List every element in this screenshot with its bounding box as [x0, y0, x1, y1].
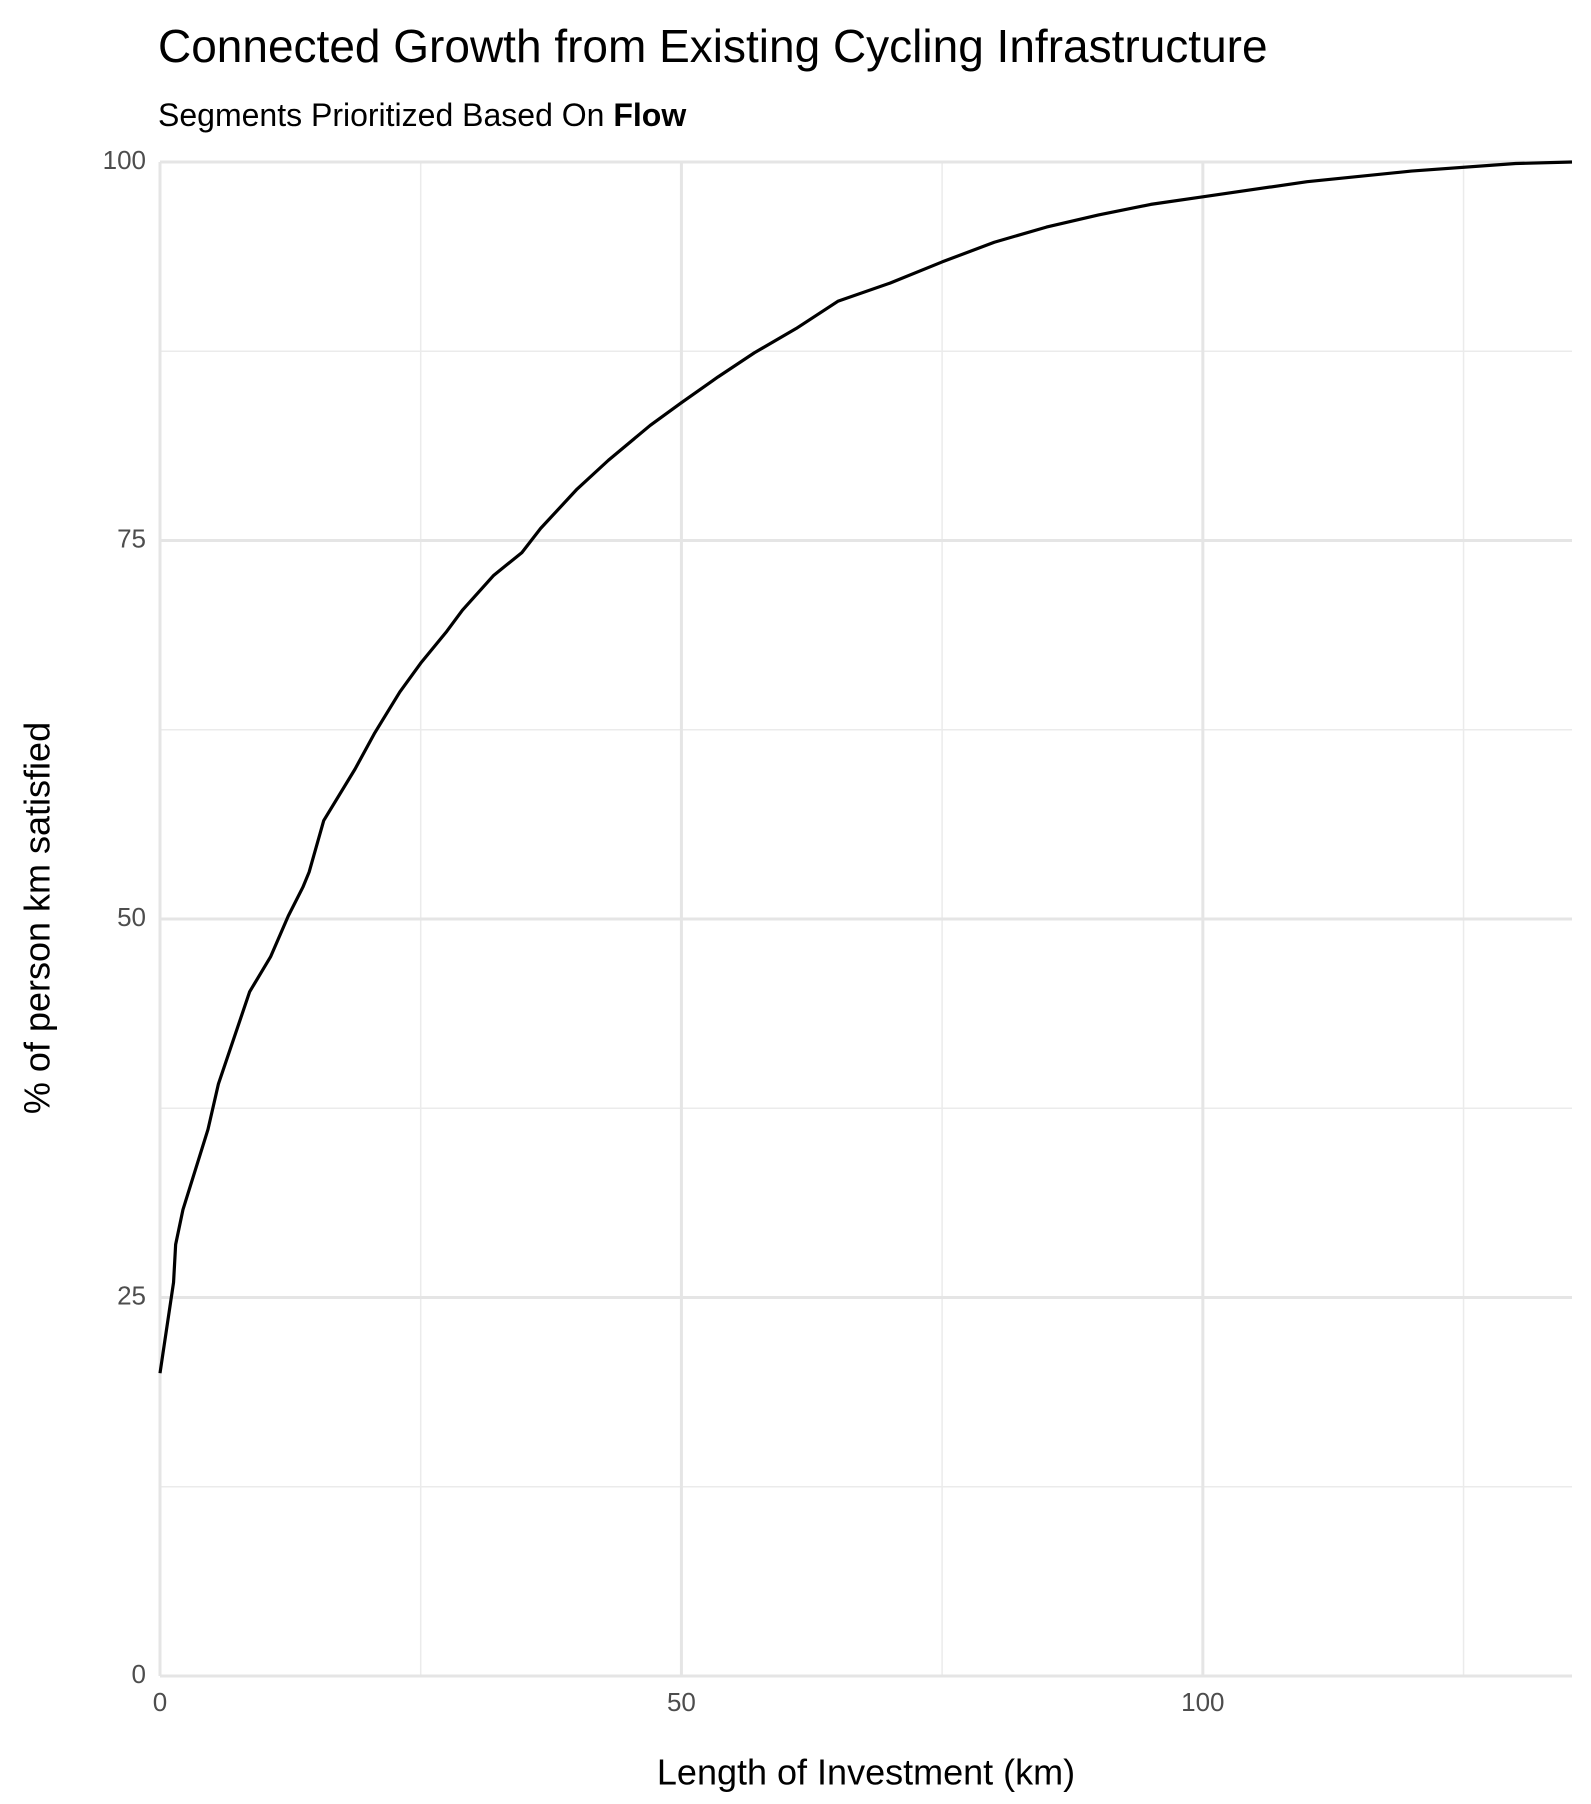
- y-axis-label: % of person km satisfied: [17, 722, 58, 1114]
- chart-title: Connected Growth from Existing Cycling I…: [158, 20, 1268, 72]
- subtitle-text: Segments Prioritized Based On: [158, 97, 604, 133]
- x-tick-label: 0: [153, 1687, 167, 1717]
- y-tick-label: 50: [117, 902, 146, 932]
- x-axis-label: Length of Investment (km): [657, 1752, 1075, 1793]
- x-tick-label: 50: [667, 1687, 696, 1717]
- x-tick-label: 100: [1181, 1687, 1224, 1717]
- y-tick-label: 75: [117, 523, 146, 553]
- line: [158, 160, 1573, 1374]
- chart-subtitle: Segments Prioritized Based On Flow: [158, 97, 686, 133]
- y-tick-label: 0: [132, 1659, 146, 1689]
- y-tick-label: 100: [103, 145, 146, 175]
- y-tick-label: 25: [117, 1280, 146, 1310]
- subtitle-emphasis: Flow: [613, 97, 686, 133]
